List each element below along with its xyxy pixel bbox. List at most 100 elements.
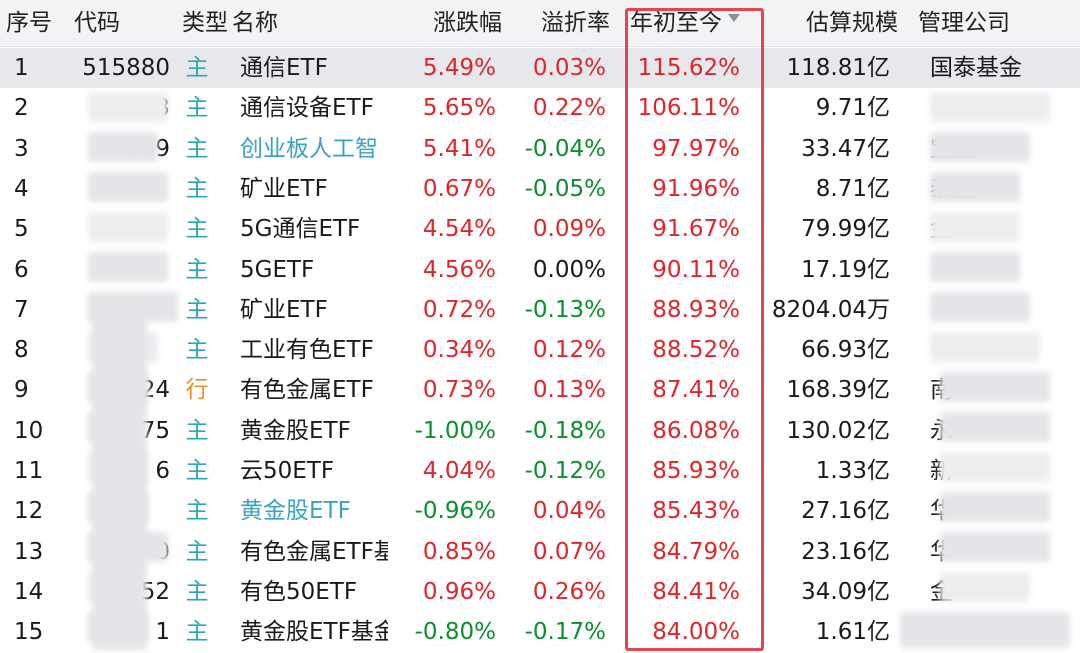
row-code: 6 xyxy=(155,458,170,484)
row-name-link[interactable]: 黄金股ETF基金 xyxy=(240,619,388,646)
row-name-link[interactable]: 矿业ETF xyxy=(240,296,328,323)
row-type-badge: 主 xyxy=(185,216,209,243)
row-premium: 0.04% xyxy=(532,498,606,525)
row-type-badge: 主 xyxy=(185,619,209,646)
col-name-header[interactable]: 名称 xyxy=(232,10,278,36)
col-code-header[interactable]: 代码 xyxy=(74,10,120,36)
row-premium: -0.04% xyxy=(524,135,606,162)
privacy-blur-mask xyxy=(900,612,1070,648)
row-type-badge: 行 xyxy=(185,377,209,404)
row-name-link[interactable]: 有色金属ETF xyxy=(240,377,374,404)
table-row[interactable]: 1 515880 主 通信ETF 5.49% 0.03% 115.62% 118.81亿 国泰基… xyxy=(0,48,1080,88)
row-ytd: 115.62% xyxy=(637,55,740,81)
col-ytd-header[interactable]: 年初至今 xyxy=(630,0,758,46)
row-name-link[interactable]: 5GETF xyxy=(240,256,315,283)
row-scale: 1.61亿 xyxy=(815,619,890,646)
row-name-link[interactable]: 有色50ETF xyxy=(240,578,358,605)
table-row[interactable]: 7 主 矿业ETF 0.72% -0.13% 88.93% 8204.04万 xyxy=(0,290,1080,330)
col-ytd-label: 年初至今 xyxy=(630,10,722,36)
row-change: 4.54% xyxy=(422,216,496,243)
row-premium: -0.18% xyxy=(524,417,606,444)
row-index: 14 xyxy=(14,578,44,605)
row-index: 7 xyxy=(14,296,29,323)
col-type-header[interactable]: 类型 xyxy=(182,10,228,36)
row-scale: 66.93亿 xyxy=(801,337,890,364)
row-change: 5.41% xyxy=(422,135,496,162)
row-premium: 0.13% xyxy=(532,377,606,404)
row-index: 3 xyxy=(14,135,29,162)
privacy-blur-mask xyxy=(88,92,168,122)
privacy-blur-mask xyxy=(930,252,1020,282)
row-scale: 17.19亿 xyxy=(801,256,890,283)
row-name-link[interactable]: 云50ETF xyxy=(240,458,335,484)
row-change: 5.65% xyxy=(422,95,496,122)
row-scale: 8.71亿 xyxy=(815,175,890,202)
row-type-badge: 主 xyxy=(185,55,209,81)
row-premium: 0.07% xyxy=(532,538,606,565)
col-company-header[interactable]: 管理公司 xyxy=(918,10,1010,36)
row-change: 4.04% xyxy=(422,458,496,484)
col-index-header[interactable]: 序号 xyxy=(6,10,52,36)
row-name-link[interactable]: 黄金股ETF xyxy=(240,498,351,525)
row-type-badge: 主 xyxy=(185,417,209,444)
row-type-badge: 主 xyxy=(185,175,209,202)
row-index: 2 xyxy=(14,95,29,122)
row-change: -0.96% xyxy=(414,498,496,525)
col-premium-header[interactable]: 溢折率 xyxy=(541,10,610,36)
table-row[interactable]: 6 主 5GETF 4.56% 0.00% 90.11% 17.19亿 xyxy=(0,250,1080,290)
row-premium: 0.09% xyxy=(532,216,606,243)
table-row[interactable]: 15 1 主 黄金股ETF基金 -0.80% -0.17% 84.00% 1.61亿 xyxy=(0,612,1080,652)
row-premium: 0.03% xyxy=(532,55,606,81)
row-name-link[interactable]: 创业板人工智 xyxy=(240,135,378,162)
row-scale: 168.39亿 xyxy=(786,377,890,404)
row-premium: -0.05% xyxy=(524,175,606,202)
row-ytd: 88.93% xyxy=(652,296,740,323)
row-change: 5.49% xyxy=(422,55,496,81)
row-ytd: 84.41% xyxy=(652,578,740,605)
table-row[interactable]: 8 主 工业有色ETF 0.34% 0.12% 88.52% 66.93亿 xyxy=(0,330,1080,370)
privacy-blur-mask xyxy=(88,132,158,162)
row-index: 5 xyxy=(14,216,29,243)
row-name-link[interactable]: 黄金股ETF xyxy=(240,417,351,444)
row-type-badge: 主 xyxy=(185,498,209,525)
privacy-blur-mask xyxy=(930,332,1040,362)
row-name-link[interactable]: 有色金属ETF基 xyxy=(240,538,388,565)
row-name-link[interactable]: 矿业ETF xyxy=(240,175,328,202)
sort-descending-icon[interactable] xyxy=(728,13,740,22)
row-scale: 9.71亿 xyxy=(815,95,890,122)
row-ytd: 84.79% xyxy=(652,538,740,565)
row-scale: 34.09亿 xyxy=(801,578,890,605)
privacy-blur-mask xyxy=(88,212,168,242)
table-row[interactable]: 3159主创业板人工智5.41%-0.04%97.97%33.47亿宝基 xyxy=(0,129,1080,169)
row-name-link[interactable]: 工业有色ETF xyxy=(240,337,374,364)
row-index: 8 xyxy=(14,337,29,364)
row-name-link[interactable]: 5G通信ETF xyxy=(240,216,361,243)
privacy-blur-mask xyxy=(88,252,168,282)
table-row[interactable]: 130主有色金属ETF基0.85%0.07%84.79%23.16亿华 xyxy=(0,532,1080,572)
row-type-badge: 主 xyxy=(185,296,209,323)
row-change: 0.96% xyxy=(422,578,496,605)
row-scale: 33.47亿 xyxy=(801,135,890,162)
privacy-blur-mask xyxy=(930,92,1050,122)
col-scale-header[interactable]: 估算规模 xyxy=(806,10,898,36)
row-name-link[interactable]: 通信设备ETF xyxy=(240,95,374,122)
row-premium: -0.12% xyxy=(524,458,606,484)
row-scale: 130.02亿 xyxy=(786,417,890,444)
row-type-badge: 主 xyxy=(185,578,209,605)
row-type-badge: 主 xyxy=(185,337,209,364)
row-type-badge: 主 xyxy=(185,458,209,484)
col-change-header[interactable]: 涨跌幅 xyxy=(433,10,502,36)
row-change: 4.56% xyxy=(422,256,496,283)
row-premium: -0.13% xyxy=(524,296,606,323)
row-name-link[interactable]: 通信ETF xyxy=(240,55,328,81)
row-scale: 1.33亿 xyxy=(815,458,890,484)
row-change: 0.67% xyxy=(422,175,496,202)
row-scale: 23.16亿 xyxy=(801,538,890,565)
